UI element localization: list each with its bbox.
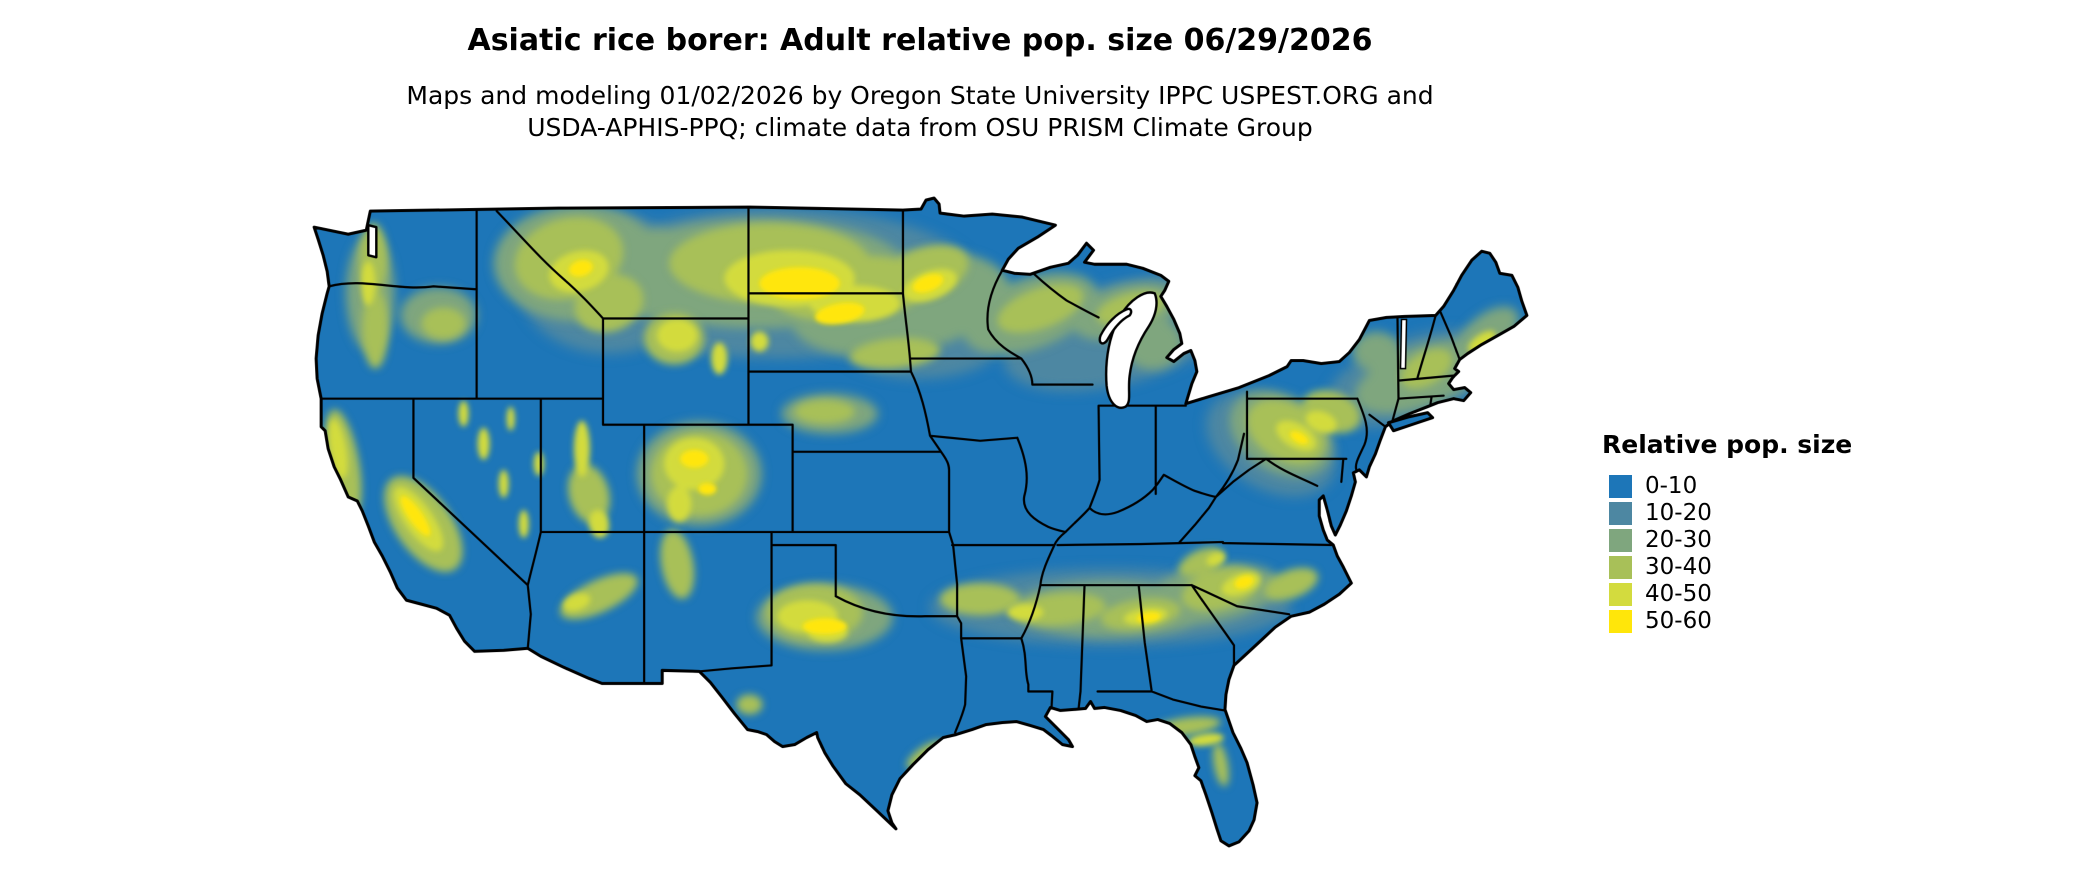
figure-title: Asiatic rice borer: Adult relative pop. … bbox=[467, 23, 1373, 58]
legend-item: 10-20 bbox=[1602, 500, 1852, 527]
legend-item-label: 30-40 bbox=[1645, 554, 1712, 580]
figure-header: Asiatic rice borer: Adult relative pop. … bbox=[160, 22, 1680, 145]
legend-swatch bbox=[1609, 529, 1632, 552]
legend-item: 50-60 bbox=[1602, 608, 1852, 635]
green-bay bbox=[1098, 307, 1133, 345]
legend-swatch bbox=[1609, 610, 1632, 633]
legend-item: 30-40 bbox=[1602, 554, 1852, 581]
legend-item-label: 10-20 bbox=[1645, 500, 1712, 526]
legend-title: Relative pop. size bbox=[1602, 430, 1853, 459]
us-map-svg bbox=[312, 196, 1529, 848]
long-island bbox=[1386, 411, 1435, 433]
lake-champlain bbox=[1399, 318, 1408, 370]
legend-item: 40-50 bbox=[1602, 581, 1852, 608]
legend-swatch bbox=[1609, 583, 1632, 606]
us-map bbox=[278, 163, 1562, 885]
puget-sound bbox=[367, 223, 378, 259]
legend-item-label: 0-10 bbox=[1645, 473, 1698, 499]
legend-item-label: 20-30 bbox=[1645, 527, 1712, 553]
legend-swatch bbox=[1609, 502, 1632, 525]
legend-swatch-icon bbox=[1609, 475, 1632, 498]
legend-swatch-icon bbox=[1609, 529, 1632, 552]
legend-swatch-icon bbox=[1609, 610, 1632, 633]
figure-subtitle-line1: Maps and modeling 01/02/2026 by Oregon S… bbox=[406, 80, 1434, 110]
legend-item: 0-10 bbox=[1602, 473, 1852, 500]
legend-swatch-icon bbox=[1609, 556, 1632, 579]
legend-swatch bbox=[1609, 475, 1632, 498]
patches-bin-50-60 bbox=[400, 259, 1309, 635]
legend-item: 20-30 bbox=[1602, 527, 1852, 554]
state-borders bbox=[320, 206, 1461, 734]
legend-swatch-icon bbox=[1609, 583, 1632, 606]
legend-item-label: 40-50 bbox=[1645, 581, 1712, 607]
map-legend: Relative pop. size 0-10 10-20 20-30 30-4… bbox=[1602, 430, 1852, 635]
figure-subtitle-line2: USDA-APHIS-PPQ; climate data from OSU PR… bbox=[527, 113, 1313, 142]
legend-item-label: 50-60 bbox=[1645, 608, 1712, 634]
figure-subtitle: Maps and modeling 01/02/2026 by Oregon S… bbox=[160, 80, 1680, 145]
legend-swatch bbox=[1609, 556, 1632, 579]
legend-swatch-icon bbox=[1609, 502, 1632, 525]
